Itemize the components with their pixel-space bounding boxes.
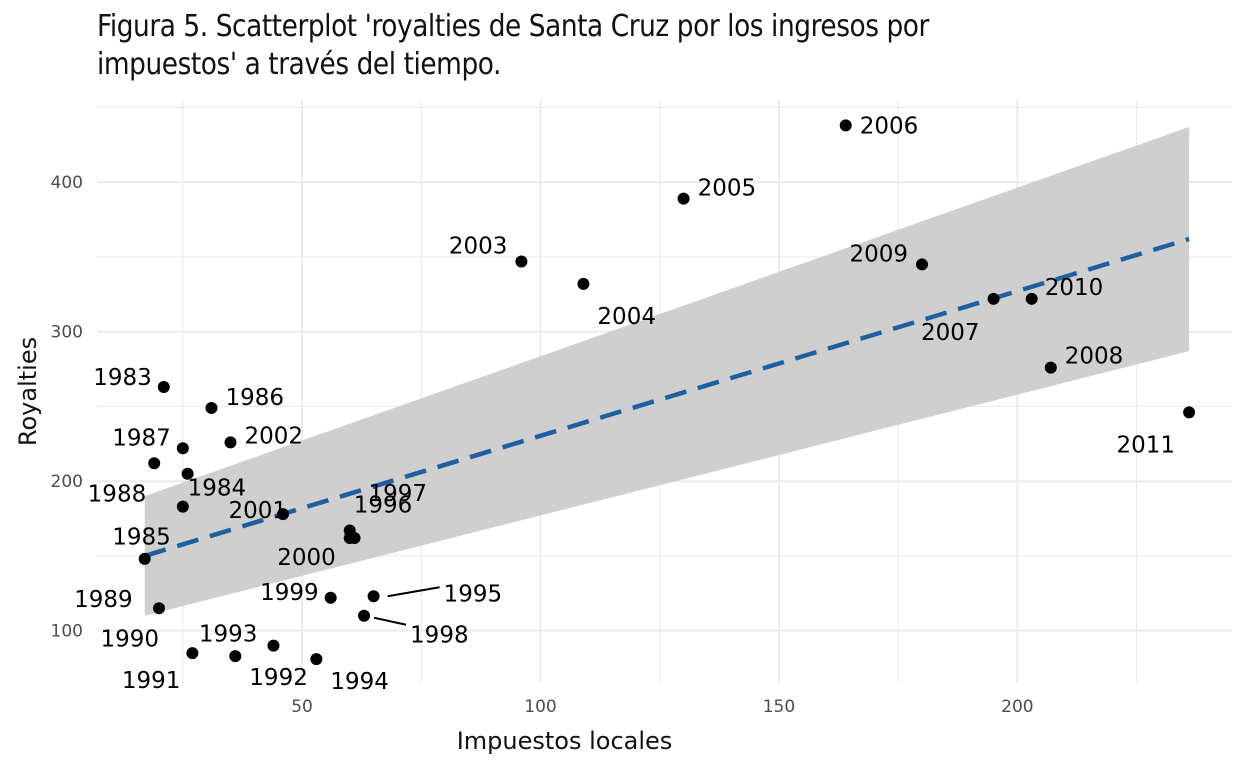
point-label: 2009 [849,241,908,267]
data-point [224,436,237,449]
data-point [367,590,380,603]
y-tick-label: 200 [51,472,83,492]
y-tick-label: 300 [51,323,83,343]
point-label: 2004 [597,304,656,330]
data-point [205,401,218,414]
x-axis-title: Impuestos locales [457,727,673,755]
point-label: 1985 [112,525,171,551]
point-label: 1989 [74,587,133,613]
point-label: 1993 [199,622,258,648]
x-tick-label: 200 [1001,697,1033,717]
data-point [138,552,151,565]
data-point [276,508,289,521]
point-label: 2002 [245,423,304,449]
point-label: 1983 [93,365,152,391]
data-point [176,442,189,455]
point-label: 2003 [449,233,508,259]
data-point [358,609,371,622]
point-label: 1991 [122,668,181,694]
x-tick-label: 100 [524,697,556,717]
point-label: 1986 [225,385,284,411]
y-axis-title: Royalties [14,337,42,446]
confidence-band [144,126,1190,616]
point-label: 2006 [860,113,919,139]
data-point [324,591,337,604]
data-point [148,457,161,470]
data-point [181,467,194,480]
point-label: 1995 [444,581,503,607]
data-point [916,258,929,271]
point-label: 2005 [698,176,757,202]
point-label: 1998 [410,623,469,649]
y-tick-label: 100 [51,622,83,642]
data-point [1183,406,1196,419]
data-point [157,381,170,394]
label-leader-line [373,616,407,626]
point-label: 2007 [921,320,980,346]
point-label: 1997 [369,481,428,507]
point-label: 1984 [188,476,247,502]
point-label: 1987 [112,425,171,451]
regression-fit-line [144,236,1190,559]
data-point [343,531,356,544]
point-label: 1990 [100,626,159,652]
point-label: 1992 [249,665,308,691]
y-tick-label: 400 [51,173,83,193]
data-point [577,277,590,290]
data-point [267,639,280,652]
point-label: 1999 [260,580,319,606]
data-point [839,119,852,132]
point-label: 2011 [1117,432,1176,458]
point-label: 2001 [228,498,287,524]
point-label: 2008 [1065,344,1124,370]
point-label: 1994 [330,669,389,695]
label-leader-line [387,586,440,598]
x-tick-label: 50 [291,697,313,717]
point-label: 1988 [88,481,147,507]
data-point [987,292,1000,305]
data-point [1044,361,1057,374]
x-tick-label: 150 [763,697,795,717]
data-point [310,653,323,666]
data-point [1025,292,1038,305]
data-point [515,255,528,268]
data-point [186,647,199,660]
point-label: 2010 [1045,275,1104,301]
point-label: 2000 [277,545,336,571]
data-point [176,500,189,513]
point-label: 1996 [354,493,413,519]
data-point [677,192,690,205]
data-point [229,650,242,663]
data-point [152,602,165,615]
chart-title: Figura 5. Scatterplot 'royalties de Sant… [97,9,929,82]
